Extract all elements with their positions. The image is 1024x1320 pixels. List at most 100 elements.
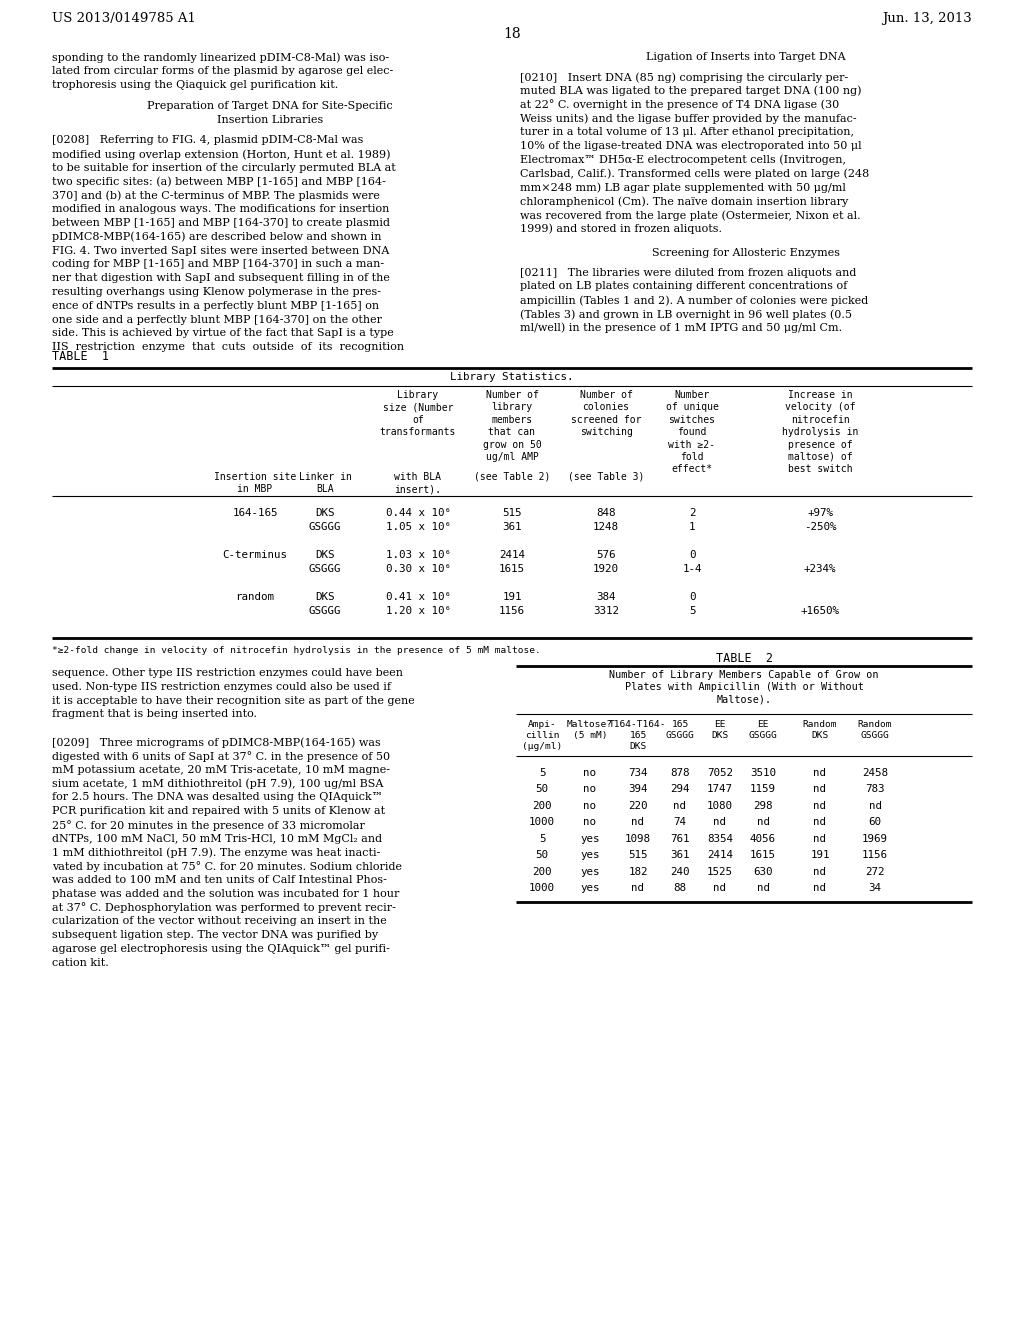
Text: dNTPs, 100 mM NaCl, 50 mM Tris-HCl, 10 mM MgCl₂ and: dNTPs, 100 mM NaCl, 50 mM Tris-HCl, 10 m… [52, 834, 382, 843]
Text: Jun. 13, 2013: Jun. 13, 2013 [883, 12, 972, 25]
Text: 630: 630 [754, 867, 773, 876]
Text: no: no [584, 784, 597, 795]
Text: chloramphenicol (Cm). The naïve domain insertion library: chloramphenicol (Cm). The naïve domain i… [520, 197, 848, 207]
Text: mm×248 mm) LB agar plate supplemented with 50 μg/ml: mm×248 mm) LB agar plate supplemented wi… [520, 182, 846, 193]
Text: for 2.5 hours. The DNA was desalted using the QIAquick™: for 2.5 hours. The DNA was desalted usin… [52, 792, 383, 803]
Text: 783: 783 [865, 784, 885, 795]
Text: C-terminus: C-terminus [222, 550, 288, 560]
Text: 878: 878 [671, 768, 690, 777]
Text: nd: nd [813, 817, 826, 828]
Text: 394: 394 [629, 784, 648, 795]
Text: at 37° C. Dephosphorylation was performed to prevent recir-: at 37° C. Dephosphorylation was performe… [52, 903, 396, 913]
Text: 1525: 1525 [707, 867, 733, 876]
Text: 1615: 1615 [499, 564, 525, 574]
Text: EE
GSGGG: EE GSGGG [749, 719, 777, 741]
Text: fragment that is being inserted into.: fragment that is being inserted into. [52, 709, 257, 719]
Text: 1000: 1000 [529, 817, 555, 828]
Text: nd: nd [813, 834, 826, 843]
Text: 384: 384 [596, 591, 615, 602]
Text: random: random [236, 591, 274, 602]
Text: 191: 191 [502, 591, 522, 602]
Text: nd: nd [813, 801, 826, 810]
Text: Carlsbad, Calif.). Transformed cells were plated on large (248: Carlsbad, Calif.). Transformed cells wer… [520, 169, 869, 180]
Text: 165
GSGGG: 165 GSGGG [666, 719, 694, 741]
Text: [0208]   Referring to FIG. 4, plasmid pDIM-C8-Mal was: [0208] Referring to FIG. 4, plasmid pDIM… [52, 135, 364, 145]
Text: DKS: DKS [315, 591, 335, 602]
Text: 734: 734 [629, 768, 648, 777]
Text: nd: nd [757, 817, 769, 828]
Text: Electromax™ DH5α-E electrocompetent cells (Invitrogen,: Electromax™ DH5α-E electrocompetent cell… [520, 154, 846, 165]
Text: no: no [584, 768, 597, 777]
Text: FIG. 4. Two inverted SapI sites were inserted between DNA: FIG. 4. Two inverted SapI sites were ins… [52, 246, 389, 256]
Text: GSGGG: GSGGG [309, 564, 341, 574]
Text: no: no [584, 801, 597, 810]
Text: 164-165: 164-165 [232, 508, 278, 517]
Text: 0.44 x 10⁶: 0.44 x 10⁶ [385, 508, 451, 517]
Text: 7052: 7052 [707, 768, 733, 777]
Text: [0211]   The libraries were diluted from frozen aliquots and: [0211] The libraries were diluted from f… [520, 268, 856, 277]
Text: +97%: +97% [807, 508, 833, 517]
Text: Insertion site
in MBP: Insertion site in MBP [214, 473, 296, 495]
Text: 848: 848 [596, 508, 615, 517]
Text: Random
DKS: Random DKS [803, 719, 838, 741]
Text: 1.20 x 10⁶: 1.20 x 10⁶ [385, 606, 451, 616]
Text: it is acceptable to have their recognition site as part of the gene: it is acceptable to have their recogniti… [52, 696, 415, 706]
Text: Number of
colonies
screened for
switching: Number of colonies screened for switchin… [570, 389, 641, 437]
Text: subsequent ligation step. The vector DNA was purified by: subsequent ligation step. The vector DNA… [52, 931, 378, 940]
Text: vated by incubation at 75° C. for 20 minutes. Sodium chloride: vated by incubation at 75° C. for 20 min… [52, 861, 402, 873]
Text: 1-4: 1-4 [682, 564, 701, 574]
Text: GSGGG: GSGGG [309, 521, 341, 532]
Text: 5: 5 [539, 768, 545, 777]
Text: 50: 50 [536, 784, 549, 795]
Text: Maltose?
(5 mM): Maltose? (5 mM) [567, 719, 613, 741]
Text: 60: 60 [868, 817, 882, 828]
Text: Number of
library
members
that can
grow on 50
ug/ml AMP: Number of library members that can grow … [482, 389, 542, 462]
Text: 361: 361 [671, 850, 690, 861]
Text: 272: 272 [865, 867, 885, 876]
Text: cation kit.: cation kit. [52, 958, 109, 968]
Text: 191: 191 [810, 850, 829, 861]
Text: Number
of unique
switches
found
with ≥2-
fold
effect*: Number of unique switches found with ≥2-… [666, 389, 719, 474]
Text: 298: 298 [754, 801, 773, 810]
Text: 88: 88 [674, 883, 686, 894]
Text: IIS  restriction  enzyme  that  cuts  outside  of  its  recognition: IIS restriction enzyme that cuts outside… [52, 342, 404, 352]
Text: ampicillin (Tables 1 and 2). A number of colonies were picked: ampicillin (Tables 1 and 2). A number of… [520, 296, 868, 306]
Text: [0210]   Insert DNA (85 ng) comprising the circularly per-: [0210] Insert DNA (85 ng) comprising the… [520, 73, 848, 83]
Text: Number of Library Members Capable of Grow on
Plates with Ampicillin (With or Wit: Number of Library Members Capable of Gro… [609, 671, 879, 705]
Text: mM potassium acetate, 20 mM Tris-acetate, 10 mM magne-: mM potassium acetate, 20 mM Tris-acetate… [52, 764, 390, 775]
Text: nd: nd [674, 801, 686, 810]
Text: plated on LB plates containing different concentrations of: plated on LB plates containing different… [520, 281, 847, 292]
Text: digested with 6 units of SapI at 37° C. in the presence of 50: digested with 6 units of SapI at 37° C. … [52, 751, 390, 762]
Text: (Tables 3) and grown in LB overnight in 96 well plates (0.5: (Tables 3) and grown in LB overnight in … [520, 309, 852, 319]
Text: 1156: 1156 [499, 606, 525, 616]
Text: 5: 5 [539, 834, 545, 843]
Text: 74: 74 [674, 817, 686, 828]
Text: Insertion Libraries: Insertion Libraries [217, 115, 324, 125]
Text: 5: 5 [689, 606, 695, 616]
Text: 294: 294 [671, 784, 690, 795]
Text: Screening for Allosteric Enzymes: Screening for Allosteric Enzymes [652, 248, 840, 257]
Text: 0.41 x 10⁶: 0.41 x 10⁶ [385, 591, 451, 602]
Text: Weiss units) and the ligase buffer provided by the manufac-: Weiss units) and the ligase buffer provi… [520, 114, 857, 124]
Text: yes: yes [581, 834, 600, 843]
Text: Linker in
BLA: Linker in BLA [299, 473, 351, 495]
Text: nd: nd [813, 768, 826, 777]
Text: sium acetate, 1 mM dithiothreitol (pH 7.9), 100 ug/ml BSA: sium acetate, 1 mM dithiothreitol (pH 7.… [52, 779, 383, 789]
Text: 8354: 8354 [707, 834, 733, 843]
Text: to be suitable for insertion of the circularly permuted BLA at: to be suitable for insertion of the circ… [52, 162, 395, 173]
Text: T164-T164-
165
DKS: T164-T164- 165 DKS [609, 719, 667, 751]
Text: ml/well) in the presence of 1 mM IPTG and 50 μg/ml Cm.: ml/well) in the presence of 1 mM IPTG an… [520, 323, 842, 334]
Text: DKS: DKS [315, 550, 335, 560]
Text: nd: nd [632, 883, 644, 894]
Text: yes: yes [581, 883, 600, 894]
Text: two specific sites: (a) between MBP [1-165] and MBP [164-: two specific sites: (a) between MBP [1-1… [52, 177, 386, 187]
Text: 4056: 4056 [750, 834, 776, 843]
Text: nd: nd [632, 817, 644, 828]
Text: cularization of the vector without receiving an insert in the: cularization of the vector without recei… [52, 916, 387, 927]
Text: *≥2-fold change in velocity of nitrocefin hydrolysis in the presence of 5 mM mal: *≥2-fold change in velocity of nitrocefi… [52, 645, 541, 655]
Text: sponding to the randomly linearized pDIM-C8-Mal) was iso-: sponding to the randomly linearized pDIM… [52, 51, 389, 62]
Text: between MBP [1-165] and MBP [164-370] to create plasmid: between MBP [1-165] and MBP [164-370] to… [52, 218, 390, 228]
Text: lated from circular forms of the plasmid by agarose gel elec-: lated from circular forms of the plasmid… [52, 66, 393, 75]
Text: turer in a total volume of 13 μl. After ethanol precipitation,: turer in a total volume of 13 μl. After … [520, 127, 854, 137]
Text: -250%: -250% [804, 521, 837, 532]
